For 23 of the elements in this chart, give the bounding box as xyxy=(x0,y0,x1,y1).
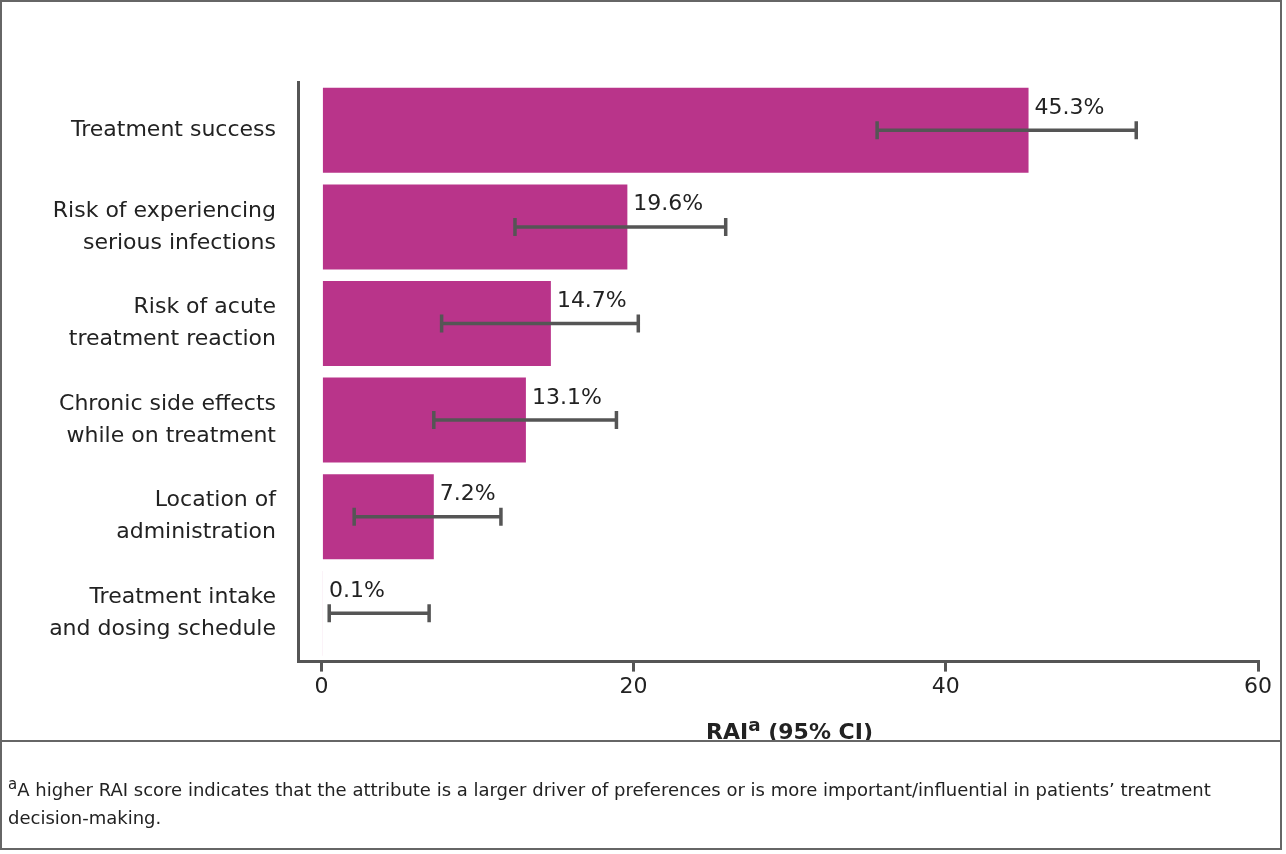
data-label: 0.1% xyxy=(328,576,385,602)
x-tick-label: 20 xyxy=(619,672,648,698)
data-label: 13.1% xyxy=(531,383,602,409)
y-tick-label: Location of administration xyxy=(116,486,278,544)
data-label: 7.2% xyxy=(439,480,496,506)
data-label: 14.7% xyxy=(556,287,627,312)
y-tick-label: Treatment success xyxy=(70,116,276,142)
data-label: 19.6% xyxy=(633,190,704,216)
y-tick-label: Chronic side effects while on treatment xyxy=(59,389,277,447)
y-tick-label: Treatment intake and dosing schedule xyxy=(49,583,276,640)
bar xyxy=(322,377,526,463)
bar xyxy=(322,474,434,560)
bar xyxy=(322,184,628,270)
text: $^{a}$A higher RAI score indicates that the attribute is a larger driver of preferences or is more important/influential in patients’ treatment decision-making. xyxy=(8,774,1212,830)
x-tick-label: 0 xyxy=(314,672,329,698)
x-axis-title: RAI$^{a}$ (95% CI) xyxy=(705,714,874,745)
y-tick-label: Risk of acute treatment reaction xyxy=(68,293,276,351)
x-tick-label: 60 xyxy=(1244,672,1272,698)
y-tick-label: Risk of experiencing serious infections xyxy=(52,196,276,254)
data-label: 45.3% xyxy=(1034,93,1105,119)
x-tick-label: 40 xyxy=(931,672,960,698)
bar xyxy=(322,281,551,366)
bar xyxy=(322,87,1029,173)
